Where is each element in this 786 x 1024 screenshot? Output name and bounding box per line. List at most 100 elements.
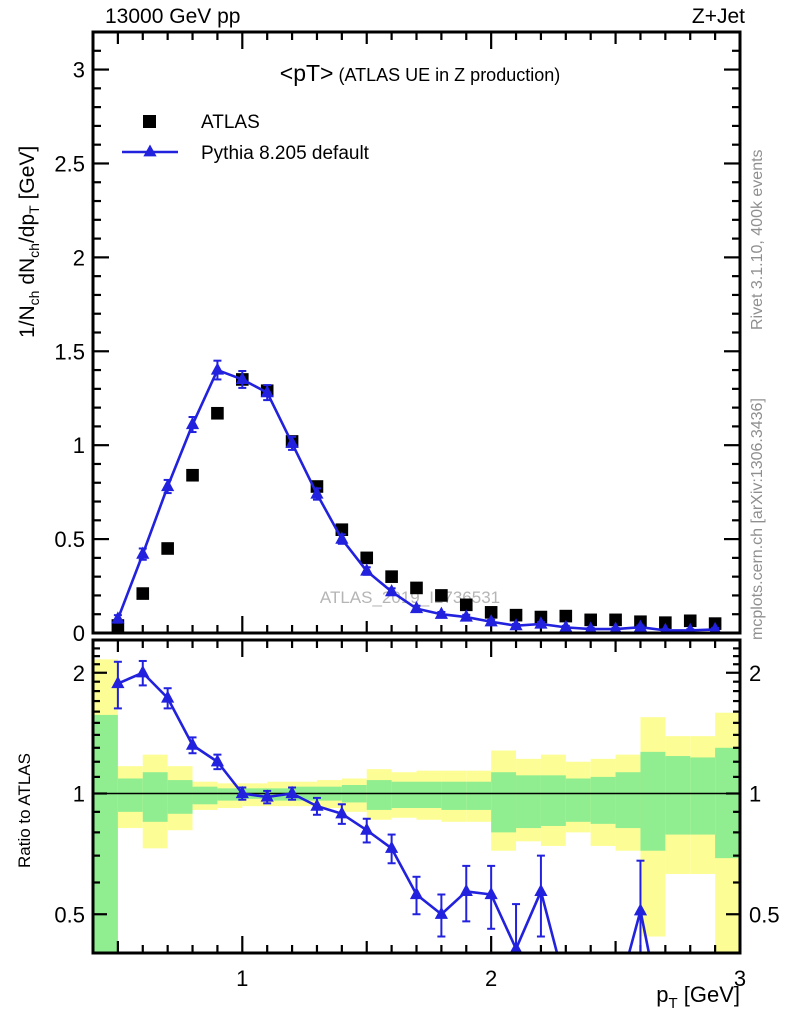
pythia-data-point — [111, 611, 125, 624]
ratio-y-axis-label: Ratio to ATLAS — [15, 753, 34, 868]
ratio-data-point — [409, 886, 424, 900]
uncertainty-band-green — [142, 772, 168, 822]
ratio-data-point — [161, 690, 175, 703]
ratio-data-point — [285, 785, 299, 799]
main-y-tick-label: 1 — [73, 433, 85, 458]
main-plot-data — [111, 359, 722, 633]
uncertainty-band-green — [416, 781, 442, 809]
uncertainty-band-green — [366, 780, 392, 810]
plot-title: <pT> (ATLAS UE in Z production) — [280, 60, 560, 86]
ratio-y-tick-label: 0.5 — [54, 902, 85, 927]
ratio-data-point — [310, 798, 324, 811]
ratio-data-point — [633, 903, 648, 916]
main-axis-ticks — [93, 32, 742, 633]
ratio-data-point — [385, 840, 399, 853]
ratio-uncertainty-bands — [93, 659, 740, 953]
uncertainty-band-green — [590, 776, 616, 824]
uncertainty-band-green — [615, 772, 641, 829]
legend-atlas-square-marker — [143, 115, 156, 128]
pythia-data-point — [310, 486, 324, 499]
legend-pythia-triangle-marker — [143, 144, 157, 157]
pythia-data-point — [684, 622, 696, 633]
pythia-data-point — [633, 619, 648, 632]
pythia-data-point — [459, 609, 473, 622]
atlas-data-point — [435, 589, 448, 602]
atlas-data-point — [609, 613, 622, 627]
main-y-tick-label: 1.5 — [54, 339, 85, 364]
uncertainty-band-green — [715, 747, 740, 859]
main-y-tick-label: 3 — [73, 58, 85, 83]
x-tick-label: 1 — [236, 966, 248, 991]
pythia-data-point — [659, 622, 671, 633]
atlas-data-point — [161, 542, 174, 555]
pythia-data-point — [534, 616, 548, 629]
main-y-tick-label: 2 — [73, 245, 85, 270]
pythia-data-point — [559, 619, 573, 632]
pythia-data-point — [509, 618, 523, 631]
header-beam-energy: 13000 GeV pp — [105, 5, 240, 28]
uncertainty-band-green — [466, 781, 492, 810]
atlas-data-point — [584, 613, 597, 627]
uncertainty-band-green — [391, 781, 417, 809]
ratio-y-tick-label: 1 — [749, 782, 761, 807]
ratio-y-tick-label: 2 — [73, 661, 85, 686]
uncertainty-band-green — [441, 781, 467, 810]
main-y-axis-label: 1/Nch dNch/dpT [GeV] — [16, 146, 42, 338]
uncertainty-band-green — [491, 772, 517, 833]
pythia-data-point — [260, 385, 274, 398]
analysis-id-watermark: ATLAS_2019_I1736531 — [320, 588, 500, 607]
pythia-data-point — [409, 600, 424, 614]
pythia-data-point — [210, 362, 225, 375]
ratio-data-point — [136, 665, 150, 678]
main-panel-frame — [91, 30, 742, 635]
atlas-data-point — [410, 581, 423, 595]
uncertainty-band-green — [93, 714, 118, 953]
mcplots-arxiv-note: mcplots.cern.ch [arXiv:1306.3436] — [749, 398, 766, 640]
ratio-data-point — [434, 906, 448, 919]
atlas-data-point — [459, 598, 473, 612]
main-y-tick-label: 2.5 — [54, 151, 85, 176]
uncertainty-band-green — [167, 780, 193, 814]
pythia-data-point — [185, 416, 200, 430]
ratio-data-point — [484, 886, 498, 900]
atlas-data-point — [659, 616, 672, 629]
pythia-data-point — [434, 606, 448, 619]
axis-tick-labels: 0 0.5 1 1.5 2 2.5 3 1 2 3 2 2 1 1 0.5 0.5 — [54, 58, 779, 991]
ratio-panel-frame — [91, 638, 742, 955]
pythia-data-point — [285, 435, 299, 448]
legend-atlas-label: ATLAS — [201, 112, 260, 133]
uncertainty-band-green — [540, 775, 566, 826]
ratio-data-point — [185, 737, 200, 750]
ratio-y-tick-label: 0.5 — [749, 902, 780, 927]
main-y-tick-label: 0 — [73, 621, 85, 646]
atlas-data-point — [211, 406, 224, 420]
ratio-data-point — [260, 789, 274, 802]
pythia-data-point — [385, 584, 399, 597]
pythia-data-point — [136, 546, 150, 559]
pythia-data-point — [709, 621, 722, 633]
atlas-data-point — [484, 606, 498, 619]
pythia-data-point — [609, 621, 622, 633]
ratio-data-point — [459, 883, 473, 897]
ratio-data-point — [335, 806, 349, 819]
header-process: Z+Jet — [692, 5, 745, 28]
atlas-data-point — [360, 551, 374, 565]
ratio-data-point — [235, 785, 249, 799]
uncertainty-band-green — [516, 775, 541, 829]
uncertainty-band-green — [565, 778, 591, 822]
ratio-y-tick-label: 2 — [749, 661, 761, 686]
uncertainty-band-green — [665, 756, 691, 835]
atlas-data-point — [385, 570, 398, 583]
ratio-data-point — [509, 941, 523, 953]
pythia-data-point — [584, 621, 597, 633]
uncertainty-band-green — [192, 786, 218, 805]
pythia-data-point — [235, 371, 249, 385]
pythia-data-point — [360, 563, 374, 576]
main-y-tick-label: 0.5 — [54, 527, 85, 552]
atlas-data-point — [559, 609, 573, 623]
rivet-version-note: Rivet 3.1.10, 400k events — [749, 149, 766, 330]
pythia-data-point — [335, 531, 349, 544]
ratio-y-tick-label: 1 — [73, 782, 85, 807]
